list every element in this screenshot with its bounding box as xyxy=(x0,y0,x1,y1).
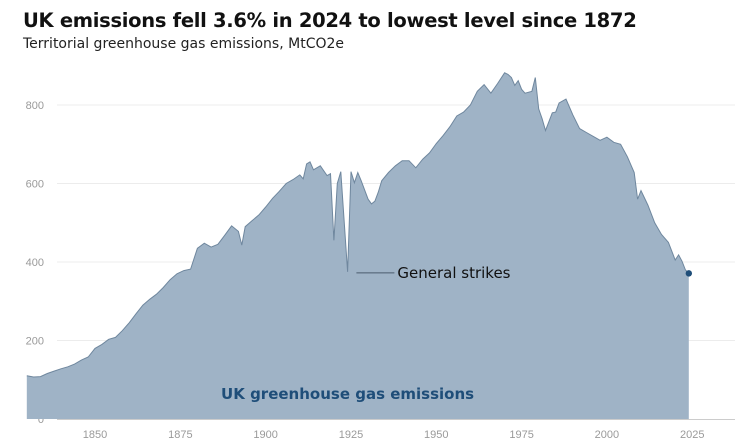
annotations: General strikes xyxy=(356,264,511,282)
series-label: UK greenhouse gas emissions xyxy=(221,385,474,403)
y-tick-label: 600 xyxy=(26,179,44,191)
x-tick-label: 2025 xyxy=(680,429,704,441)
plot-area: UK greenhouse gas emissions xyxy=(26,72,693,420)
annotation-general-strikes: General strikes xyxy=(397,264,510,282)
x-tick-label: 1875 xyxy=(168,429,192,441)
series-area xyxy=(26,72,689,420)
x-axis-ticks: 1850 1875 1900 1925 1950 1975 2000 2025 xyxy=(83,429,705,441)
x-tick-label: 1950 xyxy=(424,429,448,441)
y-axis-ticks: 0 200 400 600 800 xyxy=(26,100,44,426)
x-tick-label: 2000 xyxy=(595,429,619,441)
y-tick-label: 0 xyxy=(38,414,44,426)
y-tick-label: 200 xyxy=(26,336,44,348)
x-tick-label: 1850 xyxy=(83,429,107,441)
x-tick-label: 1900 xyxy=(253,429,277,441)
y-tick-label: 400 xyxy=(26,257,44,269)
chart-title: UK emissions fell 3.6% in 2024 to lowest… xyxy=(23,9,637,32)
y-tick-label: 800 xyxy=(26,100,44,112)
x-tick-label: 1975 xyxy=(509,429,533,441)
x-tick-label: 1925 xyxy=(339,429,363,441)
chart-subtitle: Territorial greenhouse gas emissions, Mt… xyxy=(23,36,345,52)
series-line xyxy=(26,72,690,378)
last-point-marker xyxy=(685,270,693,277)
